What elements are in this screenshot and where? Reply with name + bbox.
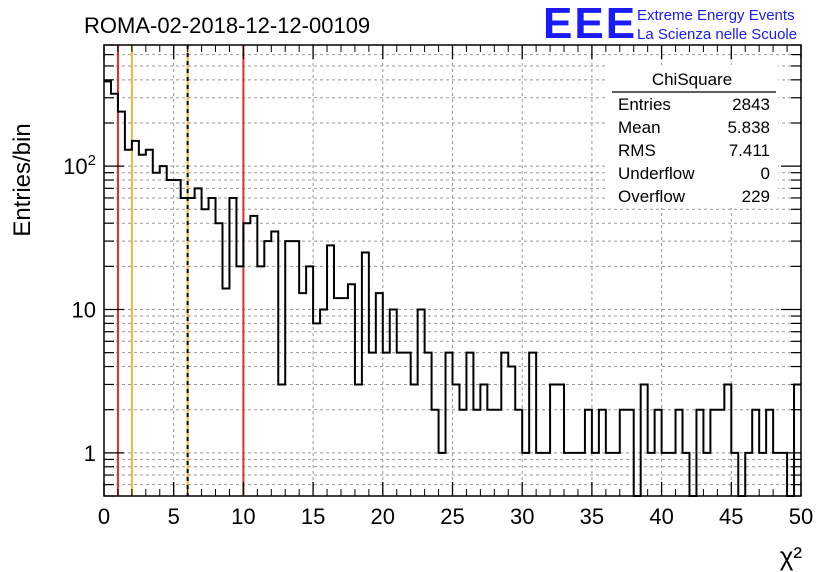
x-tick-label: 25	[440, 504, 464, 529]
logo-mark: EEE	[543, 0, 637, 48]
x-tick-label: 10	[231, 504, 255, 529]
stats-value: 5.838	[727, 118, 770, 137]
y-axis-label: Entries/bin	[9, 123, 36, 236]
x-tick-label: 45	[719, 504, 743, 529]
stats-box: ChiSquare Entries 2843 Mean 5.838 RMS 7.411 Un…	[608, 65, 778, 208]
x-axis-label: χ²	[780, 541, 803, 571]
stats-label: Mean	[618, 118, 661, 137]
y-tick-label: 10	[72, 297, 96, 322]
stats-label: Entries	[618, 95, 671, 114]
histogram-line	[104, 80, 801, 497]
x-tick-label: 50	[789, 504, 813, 529]
eee-logo: EEE Extreme Energy Events La Scienza nel…	[543, 0, 797, 48]
x-tick-label: 40	[649, 504, 673, 529]
x-tick-label: 0	[98, 504, 110, 529]
stats-value: 229	[742, 187, 770, 206]
logo-line2: La Scienza nelle Scuole	[637, 26, 797, 43]
chart-title: ROMA-02-2018-12-12-00109	[84, 13, 370, 38]
x-tick-label: 35	[580, 504, 604, 529]
x-tick-label: 15	[301, 504, 325, 529]
x-tick-label: 20	[371, 504, 395, 529]
y-tick-label: 1	[84, 441, 96, 466]
stats-label: Underflow	[618, 164, 695, 183]
x-tick-label: 30	[510, 504, 534, 529]
stats-value: 2843	[732, 95, 770, 114]
stats-value: 7.411	[729, 141, 770, 160]
threshold-lines	[116, 45, 245, 496]
axes: 0 5 10 15 20 25 30 35 40 45 50 1 10 102	[63, 44, 813, 529]
logo-line1: Extreme Energy Events	[637, 7, 795, 24]
stats-label: Overflow	[618, 187, 686, 206]
y-tick-label: 102	[63, 152, 96, 179]
stats-value: 0	[761, 164, 770, 183]
stats-label: RMS	[618, 141, 656, 160]
x-tick-label: 5	[168, 504, 180, 529]
stats-title: ChiSquare	[652, 70, 732, 89]
